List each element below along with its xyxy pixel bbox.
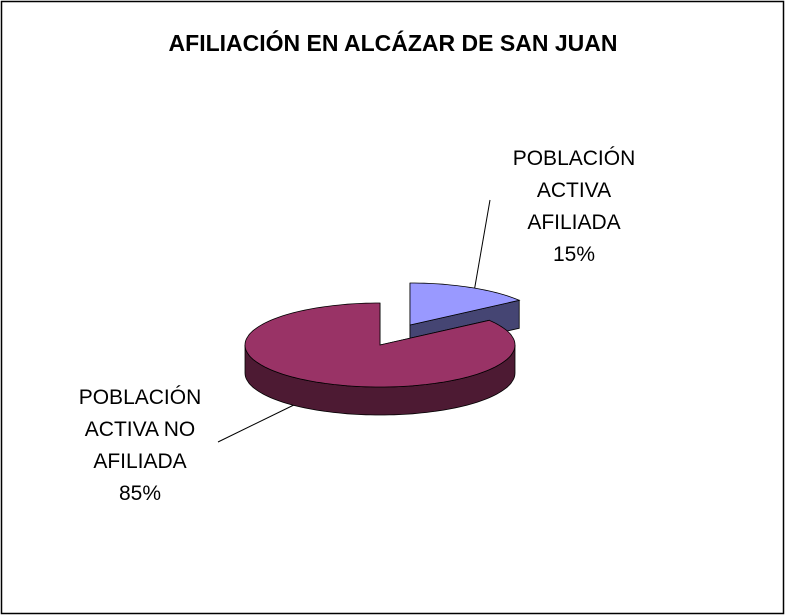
chart-title: AFILIACIÓN EN ALCÁZAR DE SAN JUAN: [168, 30, 618, 56]
slice: [244, 302, 516, 388]
leader-line: [473, 199, 491, 293]
slice-label: POBLACIÓN ACTIVA AFILIADA 15%: [494, 143, 654, 271]
category-label: POBLACIÓN ACTIVA NO AFILIADA: [78, 386, 202, 473]
value-label: 15%: [552, 243, 596, 266]
value-label: 85%: [118, 482, 162, 505]
slice-label: POBLACIÓN ACTIVA NO AFILIADA 85%: [60, 382, 220, 510]
slice: [409, 282, 521, 326]
leader-line: [217, 401, 301, 443]
category-label: POBLACIÓN ACTIVA AFILIADA: [512, 147, 636, 234]
